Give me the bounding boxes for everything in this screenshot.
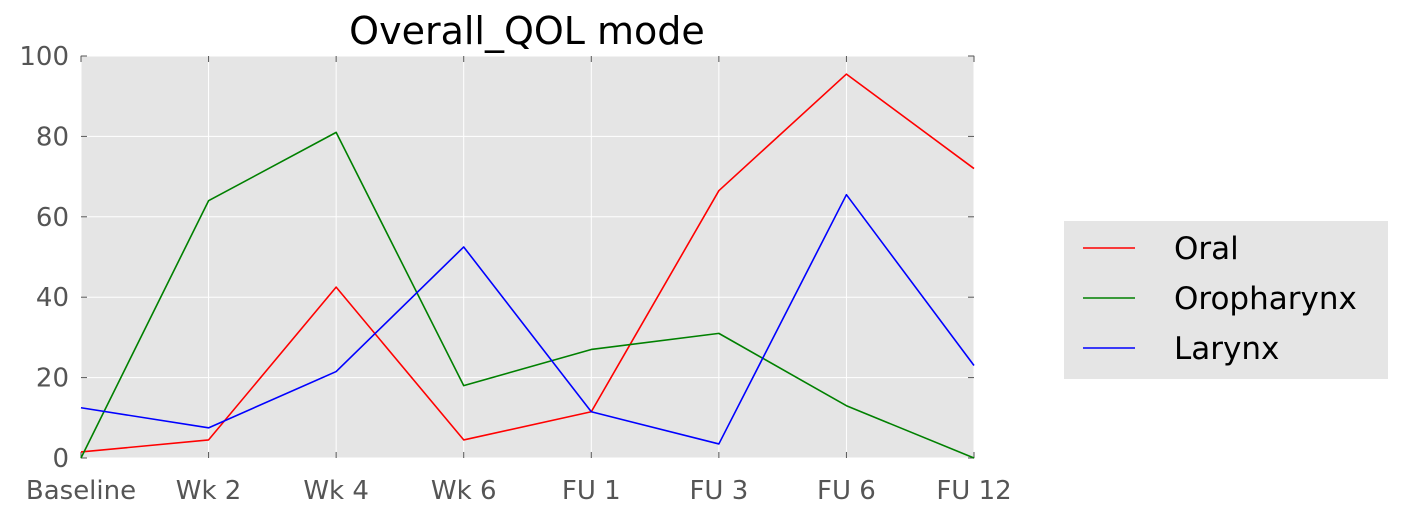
legend-label-oral: Oral [1174, 231, 1239, 267]
legend-label-oropharynx: Oropharynx [1174, 281, 1357, 317]
y-tick-label: 0 [52, 444, 69, 474]
y-tick-label: 80 [36, 122, 69, 152]
series-line-oropharynx [80, 131, 975, 459]
y-tick-label: 60 [36, 203, 69, 233]
series-lines [80, 73, 975, 459]
x-tick-label: Wk 6 [431, 476, 497, 506]
plot-area [80, 55, 975, 459]
chart-title: Overall_QOL mode [349, 9, 705, 53]
x-tick-label: Baseline [26, 476, 136, 506]
legend-label-larynx: Larynx [1174, 331, 1279, 367]
x-tick-label: FU 6 [817, 476, 876, 506]
x-tick-label: Wk 4 [303, 476, 369, 506]
x-tick-label: Wk 2 [176, 476, 242, 506]
x-tick-label: FU 3 [689, 476, 748, 506]
grid-lines [80, 55, 975, 459]
x-tick-label: FU 1 [562, 476, 621, 506]
x-tick-label: FU 12 [936, 476, 1011, 506]
legend: Oral Oropharynx Larynx [1064, 221, 1388, 379]
y-tick-label: 20 [36, 364, 69, 394]
y-tick-label: 40 [36, 283, 69, 313]
axis-ticks [80, 55, 975, 459]
x-axis-tick-labels: Baseline Wk 2 Wk 4 Wk 6 FU 1 FU 3 FU 6 FU 12 [26, 476, 1012, 506]
series-line-oral [80, 73, 975, 453]
series-line-larynx [80, 193, 975, 445]
y-tick-label: 100 [19, 42, 69, 72]
y-axis-tick-labels: 0 20 40 60 80 100 [19, 42, 69, 474]
